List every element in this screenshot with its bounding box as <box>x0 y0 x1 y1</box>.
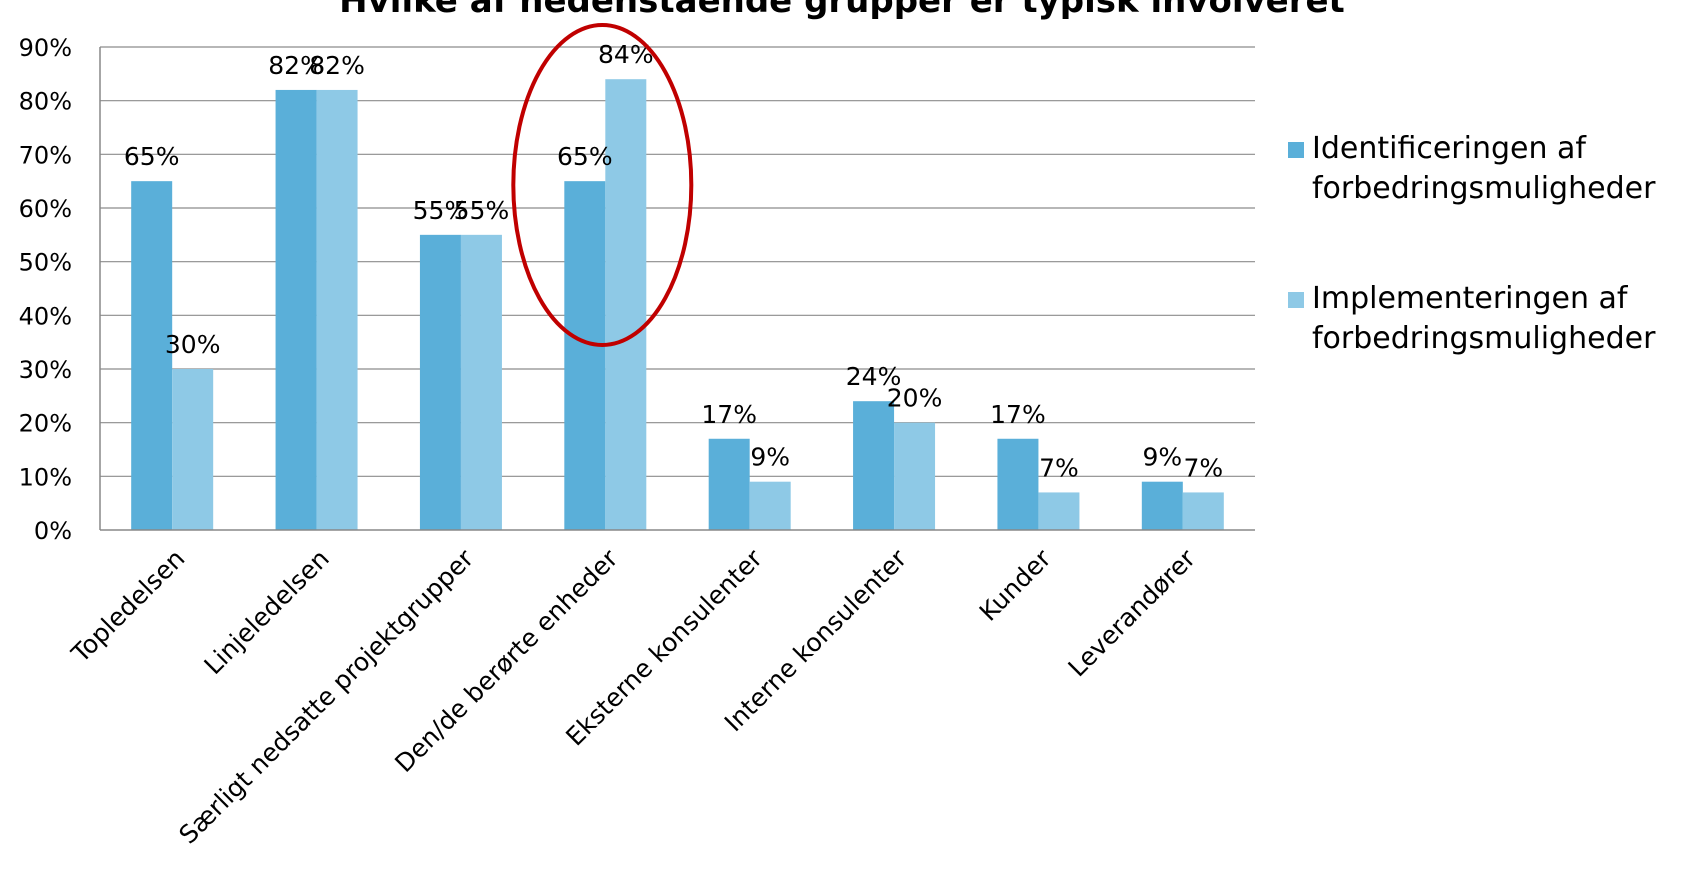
data-label: 9% <box>750 443 790 472</box>
data-labels: 65%30%82%82%55%55%65%84%17%9%24%20%17%7%… <box>124 40 1223 482</box>
data-label: 65% <box>557 142 613 171</box>
legend-swatch <box>1288 292 1304 308</box>
bar <box>275 89 317 530</box>
chart-title: Hvilke af nedenstående grupper er typisk… <box>339 0 1345 21</box>
bar <box>853 401 895 530</box>
x-tick-label: Leverandører <box>1062 543 1201 682</box>
bar <box>605 79 647 530</box>
y-tick-label: 50% <box>19 249 72 277</box>
bar <box>1182 492 1224 530</box>
gridlines <box>100 46 1255 477</box>
bar <box>131 181 173 530</box>
data-label: 82% <box>268 51 324 80</box>
y-tick-label: 40% <box>19 302 72 330</box>
y-tick-label: 70% <box>19 141 72 169</box>
legend: Identificeringen af forbedringsmuligheder… <box>1288 131 1656 356</box>
data-label: 17% <box>990 400 1046 429</box>
data-label: 7% <box>1183 453 1223 482</box>
bar <box>1038 492 1080 530</box>
data-label: 55% <box>413 196 469 225</box>
bar <box>172 369 214 530</box>
bars <box>131 79 1224 531</box>
x-tick-label: Kunder <box>974 543 1058 627</box>
data-label: 7% <box>1039 453 1079 482</box>
bar <box>564 181 606 530</box>
data-label: 9% <box>1142 443 1182 472</box>
data-label: 24% <box>846 362 902 391</box>
y-axis-ticks: 0% 10% 20% 30% 40% 50% 60% 70% 80% 90% <box>19 34 72 545</box>
bar <box>749 481 791 530</box>
x-tick-label: Særligt nedsatte projektgrupper <box>173 543 479 849</box>
legend-label: Identificeringen af <box>1312 131 1587 166</box>
data-label: 30% <box>165 330 221 359</box>
y-tick-label: 90% <box>19 34 72 62</box>
y-tick-label: 10% <box>19 463 72 491</box>
x-tick-label: Linjeledelsen <box>198 544 334 680</box>
legend-label: forbedringsmuligheder <box>1312 171 1656 206</box>
legend-swatch <box>1288 142 1304 158</box>
highlight-ellipse-shape <box>511 23 694 347</box>
y-tick-label: 60% <box>19 195 72 223</box>
legend-label: forbedringsmuligheder <box>1312 321 1656 356</box>
bar <box>316 89 358 530</box>
bar <box>1141 481 1183 530</box>
bar <box>708 438 750 530</box>
data-label: 20% <box>887 384 943 413</box>
bar <box>997 438 1039 530</box>
bar <box>894 422 936 530</box>
data-label: 17% <box>701 400 757 429</box>
legend-label: Implementeringen af <box>1312 281 1629 316</box>
x-tick-label: Topledelsen <box>65 544 190 669</box>
data-label: 65% <box>124 142 180 171</box>
bar <box>460 234 502 531</box>
y-tick-label: 20% <box>19 410 72 438</box>
bar <box>419 234 461 531</box>
data-label: 82% <box>309 51 365 80</box>
data-label: 55% <box>454 196 510 225</box>
highlight-ellipse <box>511 23 694 347</box>
y-tick-label: 30% <box>19 356 72 384</box>
y-tick-label: 0% <box>34 517 72 545</box>
y-tick-label: 80% <box>19 88 72 116</box>
